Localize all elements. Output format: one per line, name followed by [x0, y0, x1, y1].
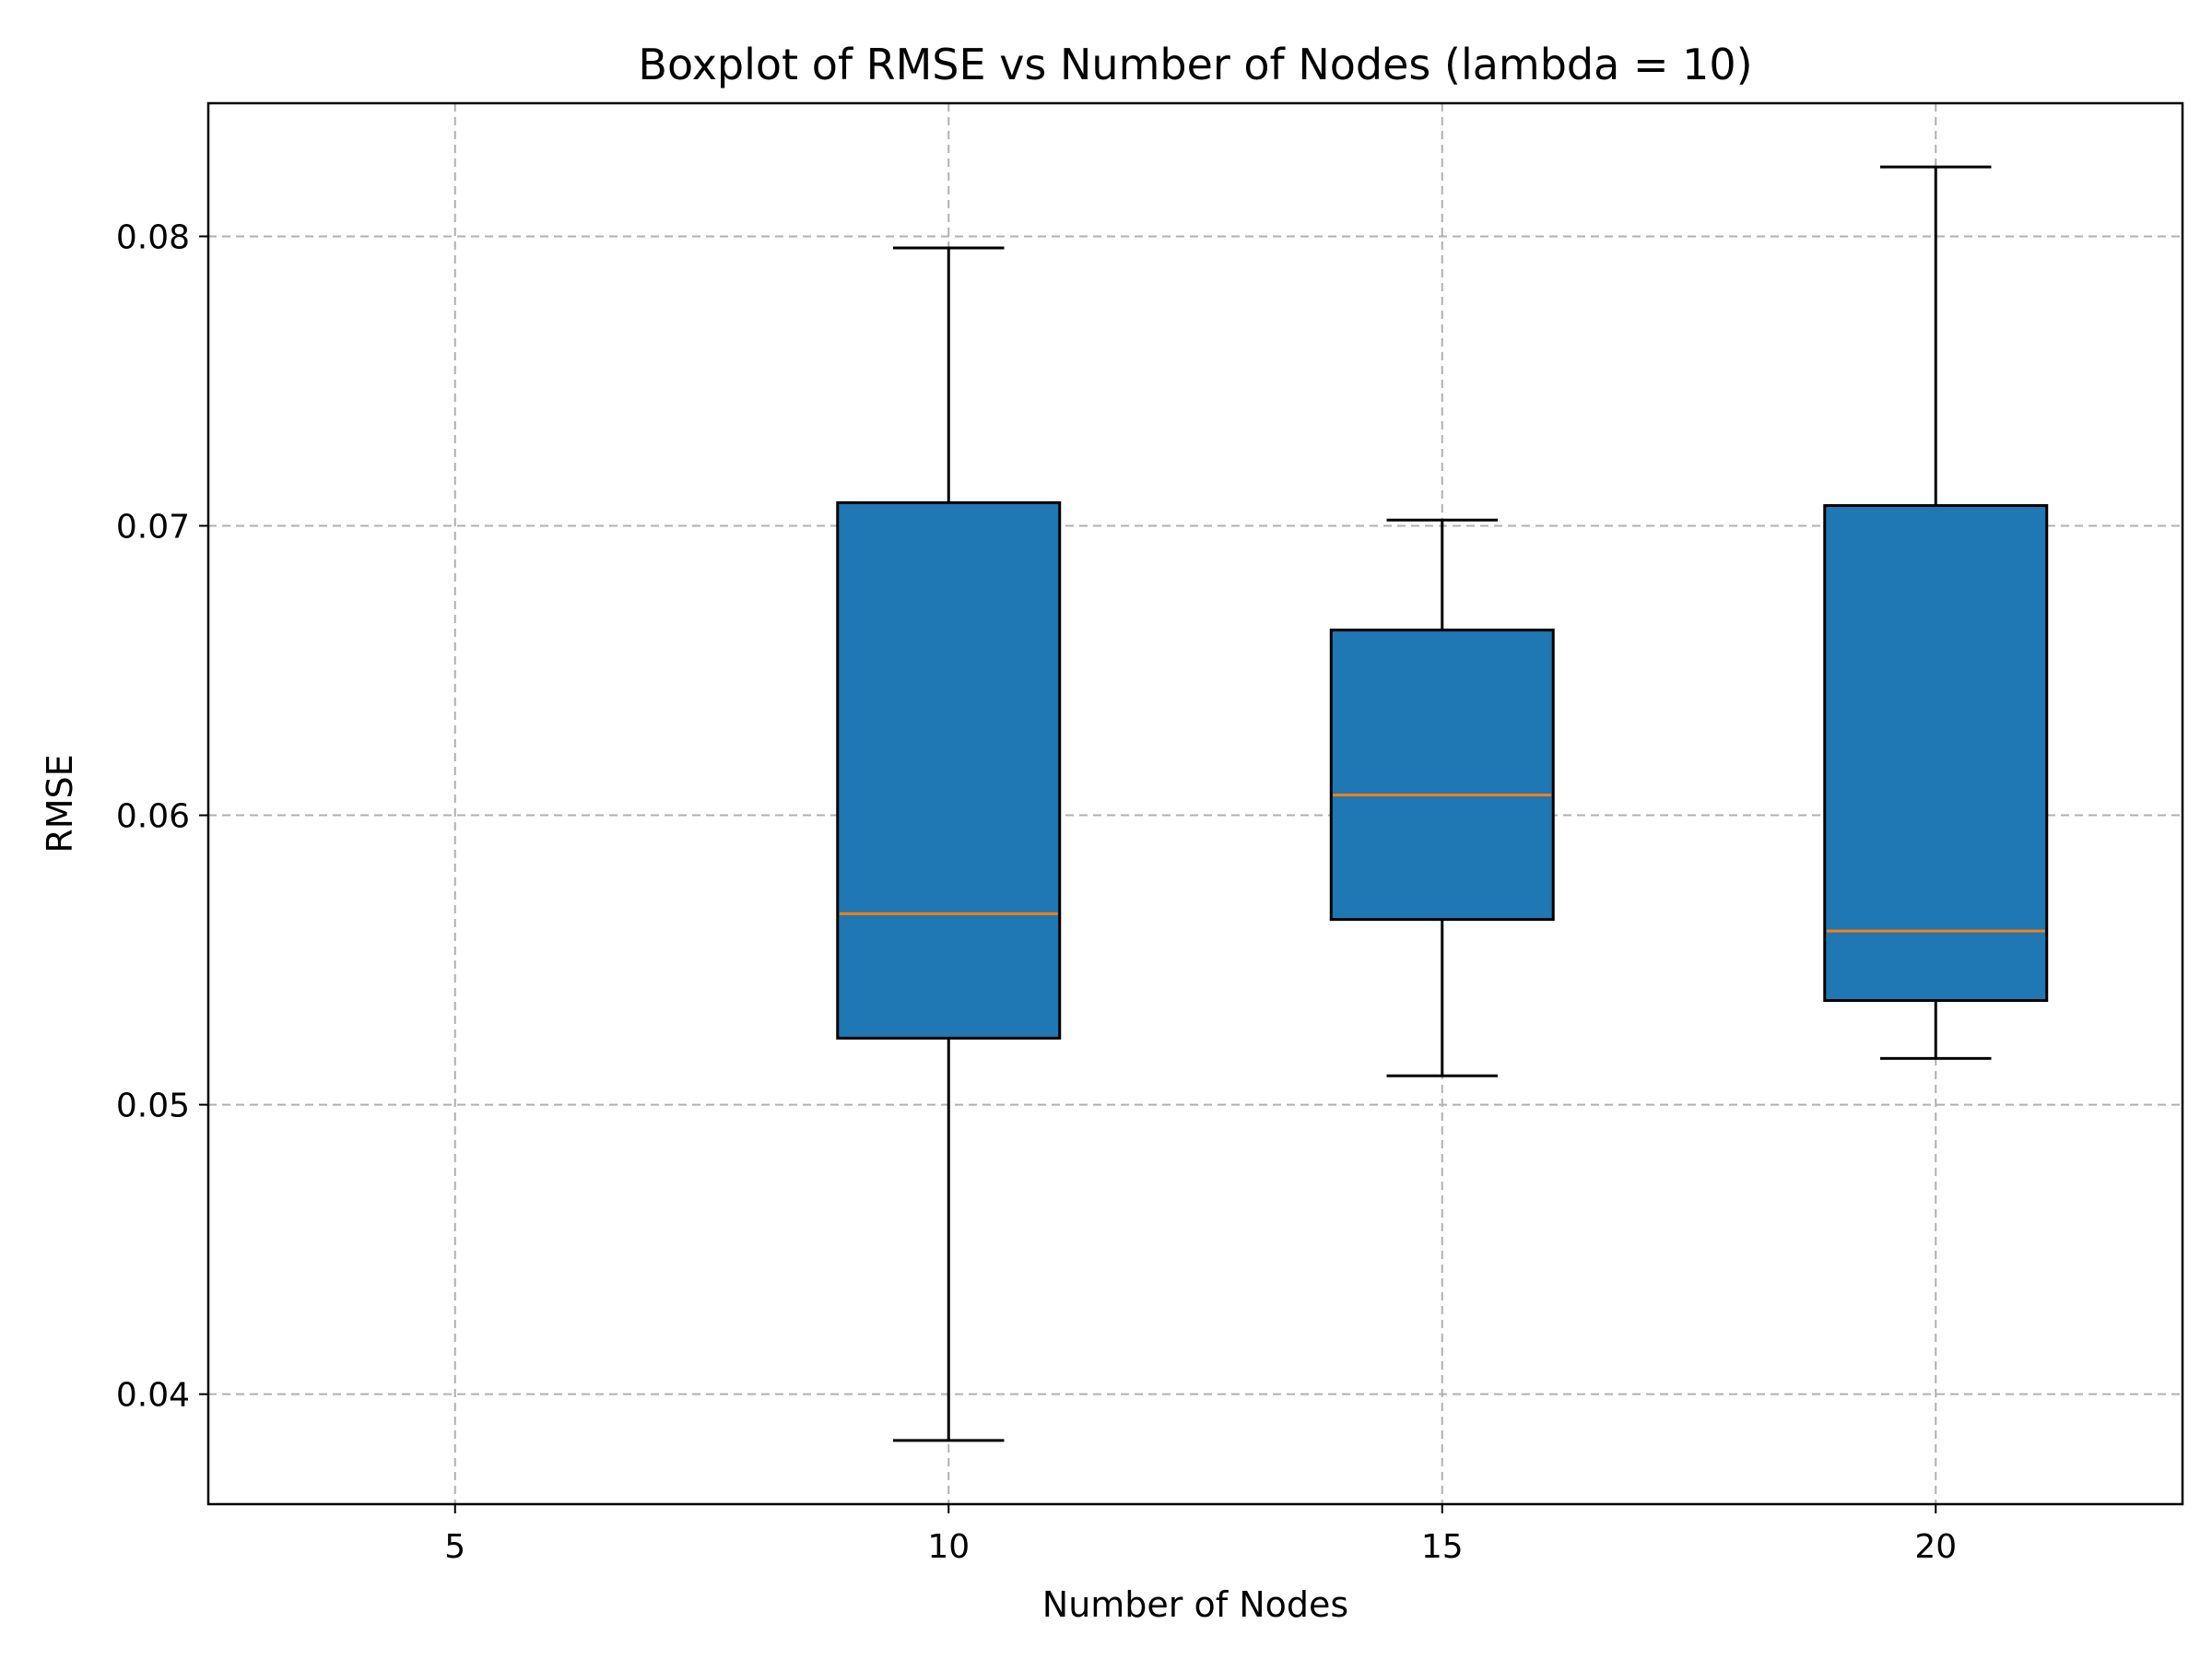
box-15: [1329, 518, 1555, 1077]
y-tick-label: 0.08: [116, 218, 190, 256]
y-tick-label: 0.06: [116, 798, 190, 836]
y-axis-label: RMSE: [40, 754, 80, 853]
box-rect: [1329, 629, 1555, 922]
box-10: [836, 246, 1062, 1442]
x-tick-label: 20: [1914, 1528, 1957, 1566]
box-20: [1823, 165, 2049, 1060]
y-tick-label: 0.07: [116, 509, 190, 547]
box-rect: [836, 500, 1062, 1040]
box-series: [836, 165, 2049, 1442]
y-tick-label: 0.05: [116, 1088, 190, 1125]
axis-ticks: 5 10 15 20 0.04 0.05 0.06 0.07 0.08: [116, 218, 1957, 1566]
x-tick-label: 10: [927, 1528, 970, 1566]
plot-frame: [206, 101, 2184, 1506]
x-tick-label: 15: [1421, 1528, 1464, 1566]
box-rect: [1823, 504, 2049, 1003]
x-axis-label: Number of Nodes: [1042, 1584, 1348, 1625]
y-tick-label: 0.04: [116, 1377, 190, 1415]
x-tick-label: 5: [444, 1528, 465, 1566]
chart-title: Boxplot of RMSE vs Number of Nodes (lamb…: [638, 40, 1752, 89]
